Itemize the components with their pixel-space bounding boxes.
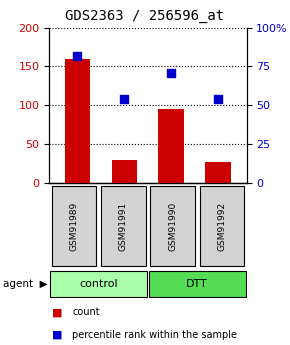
Bar bbox=[205, 162, 231, 183]
Polygon shape bbox=[200, 186, 244, 266]
Bar bbox=[158, 109, 184, 183]
Point bbox=[169, 70, 174, 75]
Text: agent  ▶: agent ▶ bbox=[3, 279, 48, 289]
Text: GSM91989: GSM91989 bbox=[69, 201, 79, 250]
Point bbox=[122, 96, 127, 102]
Bar bbox=[65, 59, 90, 183]
Text: DTT: DTT bbox=[186, 279, 208, 289]
Text: GDS2363 / 256596_at: GDS2363 / 256596_at bbox=[66, 9, 224, 22]
Text: count: count bbox=[72, 307, 100, 317]
Text: GSM91992: GSM91992 bbox=[217, 201, 226, 250]
Polygon shape bbox=[52, 186, 96, 266]
Polygon shape bbox=[50, 270, 147, 297]
Point bbox=[216, 96, 221, 102]
Text: GSM91991: GSM91991 bbox=[119, 201, 128, 250]
Polygon shape bbox=[149, 270, 246, 297]
Polygon shape bbox=[150, 186, 195, 266]
Text: GSM91990: GSM91990 bbox=[168, 201, 177, 250]
Point bbox=[75, 53, 80, 58]
Text: percentile rank within the sample: percentile rank within the sample bbox=[72, 330, 238, 339]
Polygon shape bbox=[101, 186, 146, 266]
Bar bbox=[112, 159, 137, 183]
Text: ■: ■ bbox=[52, 330, 63, 339]
Text: control: control bbox=[79, 279, 118, 289]
Text: ■: ■ bbox=[52, 307, 63, 317]
